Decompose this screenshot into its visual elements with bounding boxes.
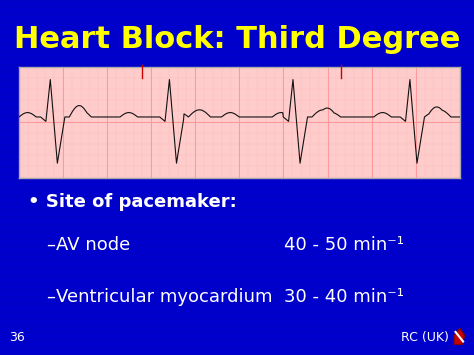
Text: 36: 36: [9, 331, 25, 344]
Text: 30 - 40 min⁻¹: 30 - 40 min⁻¹: [284, 288, 404, 306]
Polygon shape: [454, 328, 465, 344]
Text: –AV node: –AV node: [47, 236, 131, 254]
Text: –Ventricular myocardium: –Ventricular myocardium: [47, 288, 273, 306]
Text: RC (UK): RC (UK): [401, 331, 448, 344]
Text: Heart Block: Third Degree: Heart Block: Third Degree: [14, 25, 460, 54]
Text: • Site of pacemaker:: • Site of pacemaker:: [28, 193, 237, 212]
Text: 40 - 50 min⁻¹: 40 - 50 min⁻¹: [284, 236, 404, 254]
